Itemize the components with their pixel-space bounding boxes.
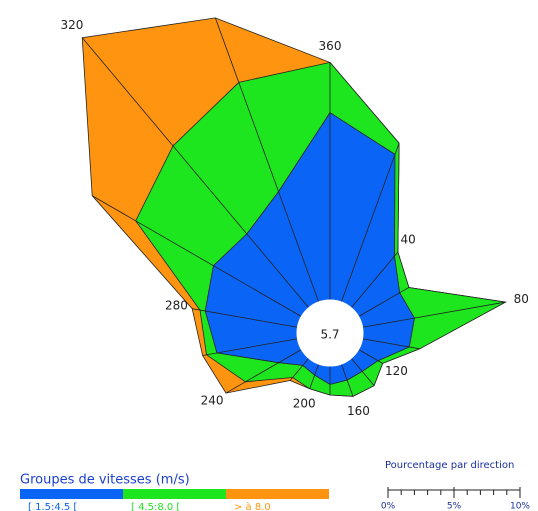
legend-swatch — [226, 489, 329, 499]
spoke — [362, 338, 420, 350]
calm-circle — [296, 299, 364, 367]
spoke — [340, 143, 400, 303]
spoke — [289, 358, 310, 381]
spoke — [309, 363, 320, 389]
spoke — [214, 17, 320, 303]
calm-label: 5.7 — [320, 328, 339, 342]
spoke — [81, 37, 310, 308]
spoke — [362, 301, 506, 328]
scale-tick-label: 5% — [447, 502, 462, 511]
direction-label: 280 — [165, 298, 188, 312]
legend-swatch — [20, 489, 123, 499]
spoke — [340, 363, 354, 397]
direction-label: 80 — [514, 292, 529, 306]
direction-label: 360 — [319, 39, 342, 53]
spoke — [202, 338, 298, 356]
direction-label: 40 — [401, 232, 416, 246]
legend-swatch — [123, 489, 226, 499]
legend-title: Groupes de vitesses (m/s) — [20, 473, 190, 488]
spoke — [350, 358, 375, 386]
spoke — [225, 349, 302, 394]
scale-tick-label: 0% — [381, 502, 396, 511]
spoke — [92, 195, 302, 317]
direction-label: 200 — [293, 396, 316, 410]
spoke — [358, 349, 383, 364]
spoke — [358, 287, 410, 317]
direction-label: 240 — [201, 394, 224, 408]
spoke — [350, 251, 399, 308]
legend-label: [ 4.5:8.0 [ — [131, 502, 180, 511]
scale-tick-label: 10% — [510, 502, 530, 511]
direction-label: 120 — [385, 364, 408, 378]
legend-label: > à 8.0 — [234, 501, 271, 511]
spoke — [192, 308, 298, 328]
direction-label: 160 — [347, 404, 370, 418]
legend-label: [ 1.5:4.5 [ — [28, 502, 77, 511]
direction-label: 320 — [61, 18, 84, 32]
scale-title: Pourcentage par direction — [385, 460, 514, 471]
